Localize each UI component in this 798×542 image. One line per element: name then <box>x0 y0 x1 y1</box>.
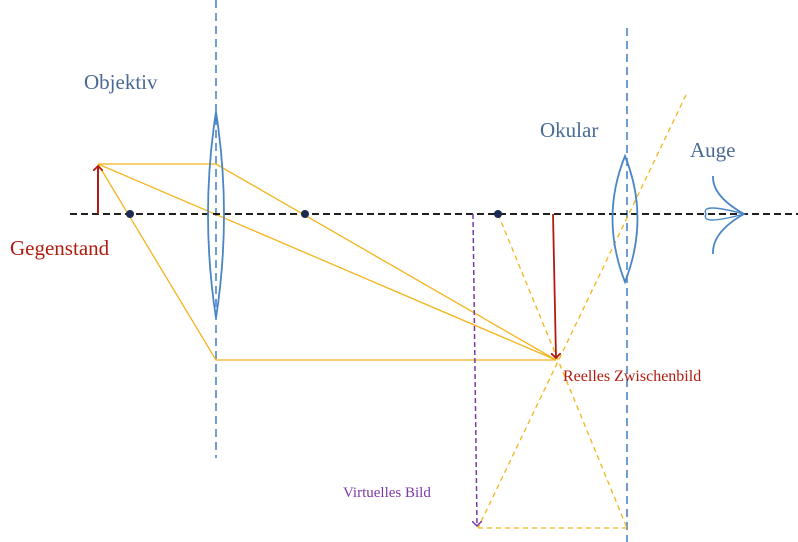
focal-point-eyepiece <box>494 210 502 218</box>
focal-points <box>126 210 502 218</box>
virtual-image-label: Virtuelles Bild <box>343 485 431 501</box>
real-image-arrow <box>553 213 556 358</box>
ray-bundle <box>97 163 557 361</box>
virtual-construction-rays <box>477 94 687 529</box>
eye-label: Auge <box>690 138 736 162</box>
dashed-ray-a <box>497 213 628 529</box>
focal-point-objective-front <box>126 210 134 218</box>
focal-point-objective-back <box>301 210 309 218</box>
virtual-image-arrow <box>473 213 477 526</box>
object-label: Gegenstand <box>10 236 110 260</box>
objective-label: Objektiv <box>84 70 158 94</box>
focal-ray <box>97 163 556 361</box>
parallel-ray <box>98 163 557 361</box>
central-ray <box>97 163 557 361</box>
eye-icon <box>704 175 746 255</box>
eyepiece-label: Okular <box>540 118 599 142</box>
eyepiece-lens <box>611 153 639 285</box>
real-image-label: Reelles Zwischenbild <box>563 368 702 385</box>
dashed-ray-b <box>477 94 687 529</box>
objective-lens <box>207 111 225 319</box>
